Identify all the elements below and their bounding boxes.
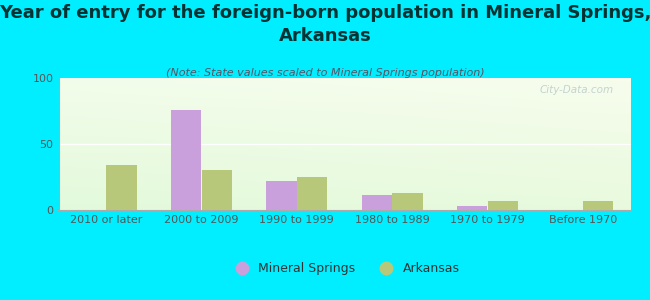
Bar	[361, 196, 392, 210]
Bar	[392, 193, 422, 210]
Bar	[106, 165, 136, 210]
Text: City-Data.com: City-Data.com	[540, 85, 614, 94]
Bar	[583, 201, 614, 210]
Bar	[457, 206, 488, 210]
Text: Year of entry for the foreign-born population in Mineral Springs,
Arkansas: Year of entry for the foreign-born popul…	[0, 4, 650, 45]
Text: (Note: State values scaled to Mineral Springs population): (Note: State values scaled to Mineral Sp…	[166, 68, 484, 77]
Bar	[488, 201, 518, 210]
Bar	[202, 170, 232, 210]
Bar	[171, 110, 202, 210]
Bar	[297, 177, 328, 210]
Legend: Mineral Springs, Arkansas: Mineral Springs, Arkansas	[224, 257, 465, 280]
Bar	[266, 181, 297, 210]
